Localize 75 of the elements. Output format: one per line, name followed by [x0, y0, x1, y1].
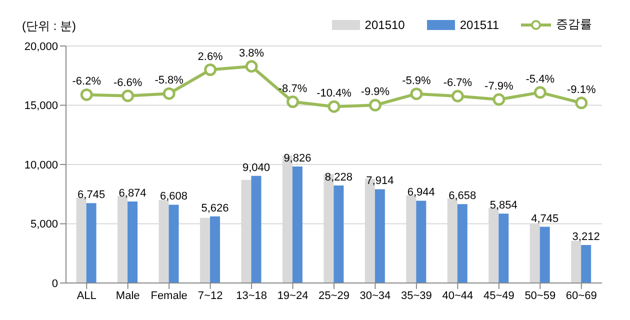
- x-tick-label: 45~49: [483, 290, 514, 302]
- x-tick-label: 13~18: [236, 290, 267, 302]
- data-label: 6,658: [448, 190, 476, 202]
- data-label: -6.6%: [113, 76, 142, 89]
- x-tick-label: ALL: [76, 290, 96, 302]
- point: [534, 86, 546, 99]
- data-label: -5.8%: [154, 74, 184, 87]
- bar: [416, 200, 426, 283]
- bar: [581, 244, 592, 283]
- bar: [128, 202, 138, 283]
- x-tick-label: 19~24: [277, 290, 308, 302]
- point: [368, 98, 382, 112]
- bar: [251, 176, 262, 283]
- data-label: -8.7%: [278, 82, 308, 95]
- data-label: -9.1%: [567, 84, 596, 96]
- bar: [540, 226, 550, 283]
- data-label: 6,874: [118, 188, 146, 200]
- y-tick-label: 10,000: [24, 159, 58, 172]
- data-label: 9,826: [284, 152, 312, 165]
- bar: [498, 214, 509, 283]
- x-tick-label: 30~34: [360, 290, 391, 302]
- point: [162, 87, 176, 100]
- point: [328, 100, 340, 113]
- x-tick-label: 7~12: [198, 290, 223, 302]
- data-label: -6.7%: [443, 77, 472, 90]
- y-axis-title: (단위 : 분): [22, 18, 76, 35]
- bar: [86, 203, 96, 283]
- data-label: -5.4%: [526, 73, 555, 86]
- x-tick-label: Female: [150, 290, 188, 302]
- data-label: 3.8%: [239, 47, 264, 60]
- legend-label: 증감률: [556, 16, 592, 33]
- point: [575, 96, 588, 110]
- data-label: 6,608: [160, 190, 188, 203]
- data-label: 5,854: [490, 200, 518, 212]
- data-label: -7.9%: [484, 80, 514, 93]
- bar: [571, 240, 582, 283]
- point: [204, 64, 217, 76]
- data-label: 3,212: [572, 230, 600, 243]
- data-label: 7,914: [366, 175, 394, 188]
- point: [286, 96, 300, 108]
- bar: [334, 186, 344, 283]
- data-label: 6,745: [78, 189, 106, 202]
- x-tick-label: 40~44: [442, 290, 474, 302]
- data-label: -6.2%: [72, 76, 102, 88]
- bar: [168, 204, 179, 283]
- data-label: 8,228: [324, 172, 352, 184]
- data-label: -9.9%: [360, 86, 390, 98]
- bar: [292, 166, 302, 283]
- bar: [457, 204, 468, 283]
- bar: [374, 189, 385, 283]
- y-tick-label: 0: [52, 278, 58, 290]
- x-tick-label: 50~59: [524, 290, 556, 302]
- y-tick-label: 20,000: [24, 40, 58, 53]
- legend-label: 201510: [364, 18, 405, 32]
- x-tick-label: 25~29: [318, 290, 350, 302]
- y-tick-label: 5,000: [30, 218, 58, 231]
- y-tick-label: 15,000: [24, 100, 58, 112]
- x-tick-label: Male: [116, 290, 140, 302]
- data-label: 9,040: [242, 162, 270, 174]
- point: [492, 93, 506, 106]
- data-label: 2.6%: [198, 50, 224, 63]
- data-label: 4,745: [531, 212, 559, 225]
- data-label: -5.9%: [402, 74, 432, 87]
- data-label: -10.4%: [316, 88, 352, 100]
- point: [80, 88, 93, 101]
- data-label: 5,626: [201, 202, 229, 214]
- bar: [210, 216, 220, 283]
- point: [245, 60, 258, 73]
- legend-label: 201511: [460, 18, 499, 32]
- x-tick-label: 35~39: [401, 290, 432, 302]
- data-label: 6,944: [407, 186, 435, 199]
- point: [451, 90, 464, 102]
- point: [122, 90, 134, 102]
- x-tick-label: 60~69: [566, 290, 597, 302]
- point: [410, 88, 423, 100]
